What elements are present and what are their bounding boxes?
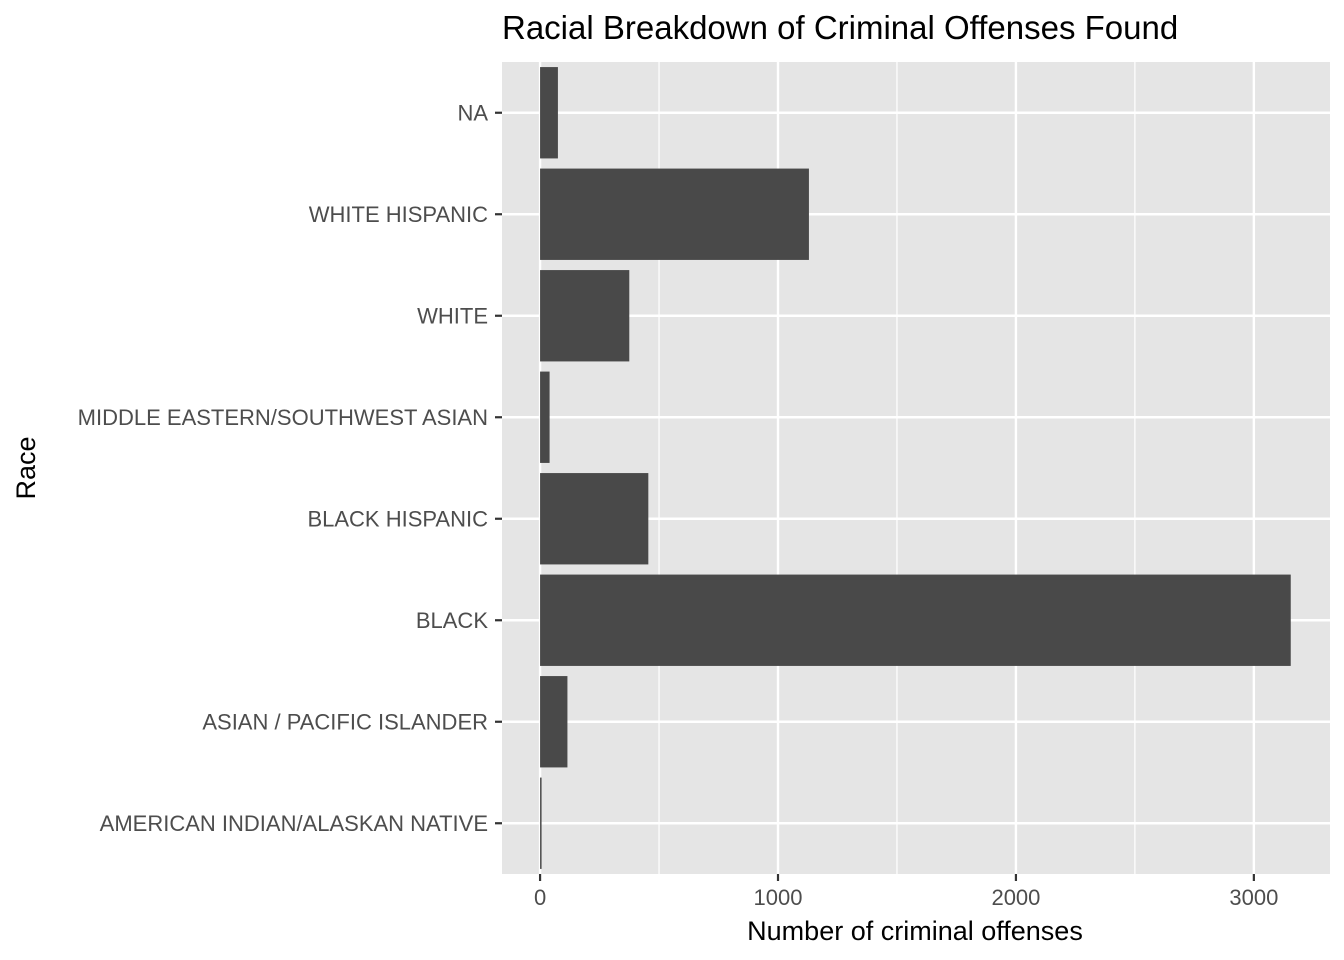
bars <box>540 67 1291 869</box>
y-tick-label: ASIAN / PACIFIC ISLANDER <box>202 709 488 734</box>
bar <box>540 676 568 768</box>
y-tick-label: WHITE HISPANIC <box>309 202 488 227</box>
x-tick-label: 0 <box>534 885 546 910</box>
y-tick-label: BLACK <box>416 608 488 633</box>
y-tick-label: WHITE <box>417 303 488 328</box>
x-tick-label: 2000 <box>991 885 1040 910</box>
bar <box>540 67 558 159</box>
x-axis: 0 1000 2000 3000 <box>534 874 1278 910</box>
y-axis-title: Race <box>11 436 41 499</box>
x-tick-label: 1000 <box>754 885 803 910</box>
y-tick-label: MIDDLE EASTERN/SOUTHWEST ASIAN <box>78 405 488 430</box>
bar <box>540 473 649 565</box>
bar <box>540 168 809 260</box>
x-axis-title: Number of criminal offenses <box>747 916 1083 946</box>
y-tick-label: AMERICAN INDIAN/ALASKAN NATIVE <box>100 811 488 836</box>
bar <box>540 777 542 869</box>
bar <box>540 270 630 362</box>
y-axis: AMERICAN INDIAN/ALASKAN NATIVE ASIAN / PA… <box>78 100 502 836</box>
bar <box>540 574 1291 666</box>
chart-title: Racial Breakdown of Criminal Offenses Fo… <box>502 9 1178 46</box>
x-tick-label: 3000 <box>1229 885 1278 910</box>
bar <box>540 371 550 463</box>
y-tick-label: NA <box>457 100 488 125</box>
y-tick-label: BLACK HISPANIC <box>307 506 488 531</box>
